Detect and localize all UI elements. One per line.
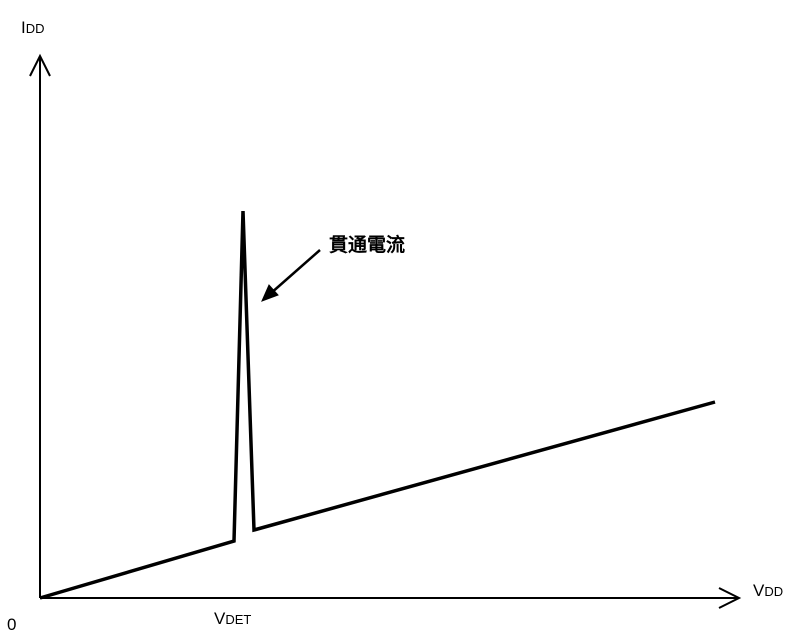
threshold-label-sub: DET [225,612,251,627]
y-axis-label-main: I [21,18,26,37]
threshold-label-main: V [214,609,226,628]
y-axis-label: IDD [21,18,45,37]
y-axis-label-sub: DD [26,21,45,36]
threshold-label: VDET [214,609,251,628]
y-axis-arrowhead [29,53,51,77]
shoot-through-current-label: 貫通電流 [329,233,405,256]
annotation-arrow-line [269,249,321,295]
x-axis-arrowhead [718,587,742,609]
x-axis-label-main: V [753,581,765,600]
annotation-arrowhead [261,284,279,302]
current-curve [39,210,716,600]
x-axis-label-sub: DD [764,584,783,599]
origin-label: 0 [7,615,16,632]
x-axis-label: VDD [753,581,783,600]
